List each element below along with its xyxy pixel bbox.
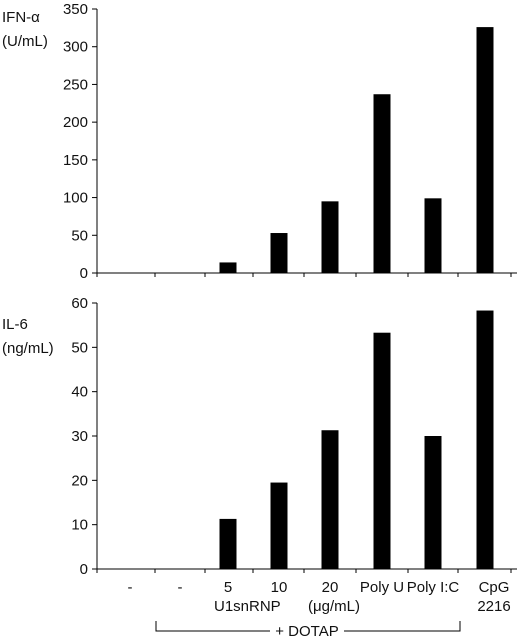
il6-y-axis: 0 10 20 30 40 50 60 — [71, 295, 517, 578]
il6-y-tick-label: 50 — [71, 339, 88, 356]
il6-y-tick-label: 10 — [71, 517, 88, 534]
ifn-y-tick-label: 350 — [63, 1, 88, 18]
il6-bar-4 — [270, 482, 288, 569]
ifn-y-tick-label: 250 — [63, 76, 88, 93]
x-category-label: CpG — [479, 579, 510, 596]
u1snrnp-label: U1snRNP — [214, 598, 281, 615]
units-label: (μg/mL) — [308, 598, 360, 615]
ifn-y-tick-label: 50 — [71, 227, 88, 244]
x-category-label: 10 — [271, 579, 288, 596]
ifn-y-tick-label: 300 — [63, 39, 88, 56]
ifn-bar-6 — [373, 94, 391, 273]
il6-bar-3 — [219, 518, 237, 569]
il6-y-tick-label: 40 — [71, 384, 88, 401]
x-category-label: - — [128, 579, 133, 596]
il6-bar-8 — [476, 310, 494, 569]
x-category-label: 20 — [322, 579, 339, 596]
ifn-alpha-panel: IFN-α (U/mL) 0 50 100 150 200 250 300 350 — [2, 1, 517, 282]
ifn-bar-8 — [476, 27, 494, 273]
x-category-label: 5 — [224, 579, 232, 596]
ifn-bars — [219, 27, 494, 273]
il6-y-tick-label: 20 — [71, 472, 88, 489]
x-category-label: Poly U — [360, 579, 404, 596]
il6-y-tick-label: 0 — [80, 561, 88, 578]
il6-y-tick-label: 60 — [71, 295, 88, 312]
il6-ylabel-line2: (ng/mL) — [2, 340, 54, 357]
ifn-y-tick-label: 150 — [63, 152, 88, 169]
il6-y-tick-label: 30 — [71, 428, 88, 445]
ifn-y-tick-label: 0 — [80, 265, 88, 282]
dotap-label: + DOTAP — [275, 623, 339, 637]
ifn-y-axis: 0 50 100 150 200 250 300 350 — [63, 1, 517, 282]
il6-bar-5 — [321, 430, 339, 569]
ifn-ylabel-line1: IFN-α — [2, 9, 40, 26]
il6-panel: IL-6 (ng/mL) 0 10 20 30 40 50 60 — [2, 295, 517, 578]
ifn-bar-3 — [219, 262, 237, 273]
x-category-label: - — [178, 579, 183, 596]
il6-bar-7 — [424, 436, 442, 569]
ifn-bar-4 — [270, 233, 288, 273]
il6-bars — [219, 310, 494, 569]
x-category-labels: - - 5 10 20 Poly U Poly I:C CpG — [128, 579, 510, 596]
x-category-label: Poly I:C — [407, 579, 460, 596]
ifn-ylabel-line2: (U/mL) — [2, 33, 48, 50]
ifn-y-tick-label: 200 — [63, 114, 88, 131]
dotap-label-bg — [270, 624, 344, 637]
ifn-y-tick-label: 100 — [63, 190, 88, 207]
il6-bar-6 — [373, 332, 391, 569]
ifn-bar-7 — [424, 198, 442, 273]
cpg-number-label: 2216 — [477, 598, 510, 615]
il6-ylabel-line1: IL-6 — [2, 316, 28, 333]
ifn-bar-5 — [321, 201, 339, 273]
